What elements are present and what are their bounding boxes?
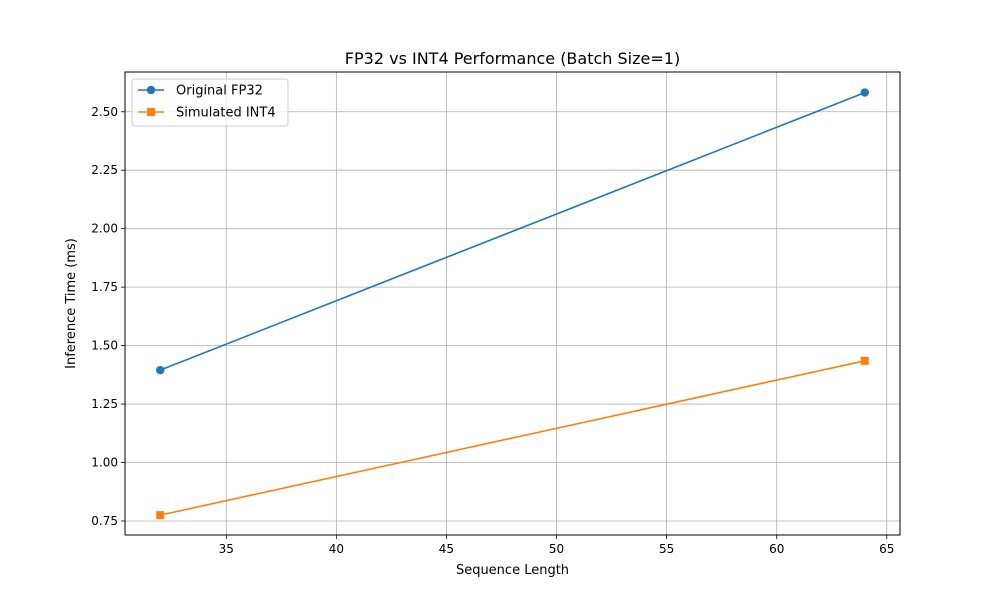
series-simulated-int4 xyxy=(156,356,869,520)
plot-frame xyxy=(124,71,901,536)
series-group xyxy=(156,88,869,520)
data-point xyxy=(156,511,165,520)
y-tick-label: 1.25 xyxy=(91,397,118,411)
y-tick-label: 1.75 xyxy=(91,280,118,294)
y-tick-label: 2.00 xyxy=(91,222,118,236)
data-point xyxy=(860,88,869,97)
x-axis-label: Sequence Length xyxy=(456,563,569,578)
x-tick-label: 65 xyxy=(879,542,894,556)
x-tick-label: 55 xyxy=(659,542,674,556)
legend-entry: Simulated INT4 xyxy=(138,106,276,121)
chart-title: FP32 vs INT4 Performance (Batch Size=1) xyxy=(345,49,680,68)
y-tick-label: 1.50 xyxy=(91,339,118,353)
y-axis-label: Inference Time (ms) xyxy=(64,238,79,369)
legend: Original FP32 Simulated INT4 xyxy=(131,78,289,127)
x-tick-label: 50 xyxy=(549,542,564,556)
x-tick-label: 40 xyxy=(329,542,344,556)
legend-marker xyxy=(147,108,155,116)
grid xyxy=(125,72,900,535)
y-tick-label: 2.25 xyxy=(91,163,118,177)
legend-entry: Original FP32 xyxy=(138,84,263,99)
legend-box xyxy=(131,78,289,127)
x-tick-label: 35 xyxy=(219,542,234,556)
y-tick-label: 1.00 xyxy=(91,456,118,470)
axes: 35 40 45 50 55 60 65 0.75 1.00 1.25 1.50 1.75 2.00 2.… xyxy=(91,105,894,556)
legend-marker xyxy=(146,85,156,95)
x-tick-label: 60 xyxy=(769,542,784,556)
y-tick-label: 0.75 xyxy=(91,514,118,528)
series-original-fp32 xyxy=(156,88,869,375)
data-point xyxy=(156,365,165,375)
legend-label: Simulated INT4 xyxy=(176,106,276,121)
y-tick-label: 2.50 xyxy=(91,105,118,119)
series-line xyxy=(160,360,865,516)
legend-label: Original FP32 xyxy=(176,84,263,99)
series-line xyxy=(159,91,866,371)
data-point xyxy=(860,356,869,365)
x-tick-label: 45 xyxy=(439,542,454,556)
